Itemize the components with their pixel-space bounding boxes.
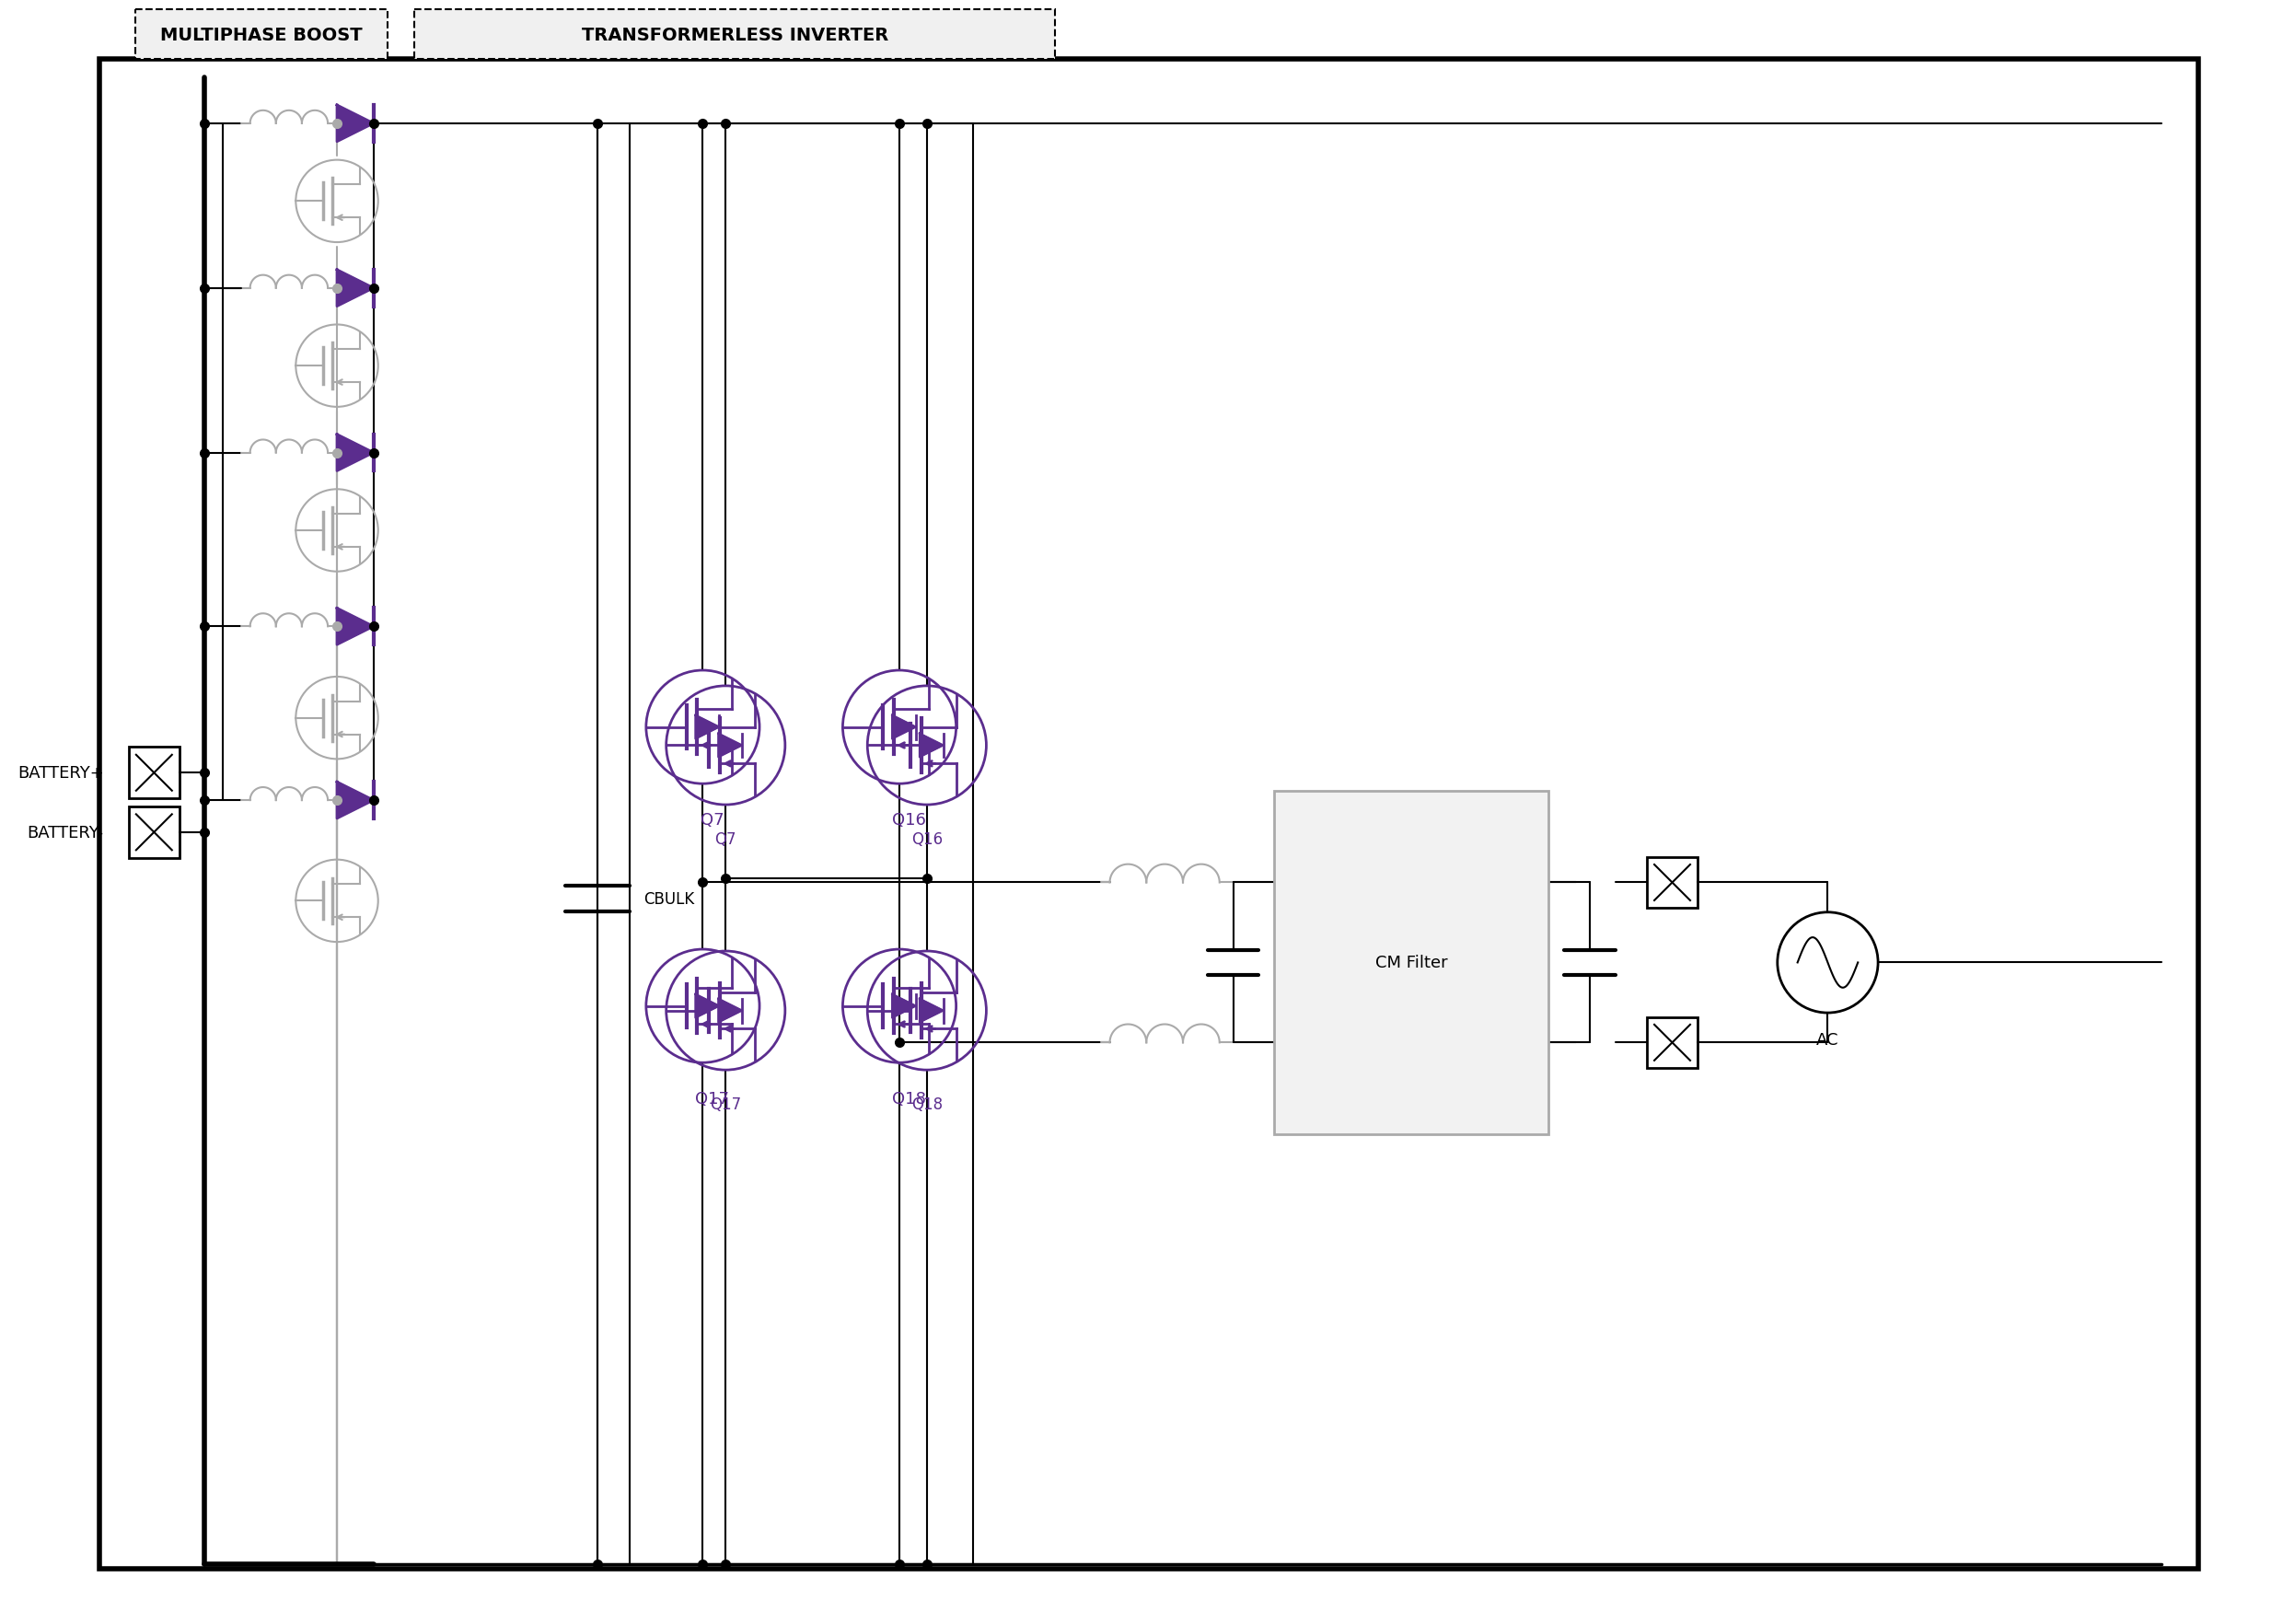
Polygon shape [338, 106, 374, 143]
Polygon shape [338, 609, 374, 645]
Text: Q18: Q18 [911, 1096, 943, 1112]
Polygon shape [719, 999, 742, 1023]
Polygon shape [338, 270, 374, 307]
Polygon shape [338, 435, 374, 471]
Text: Q7: Q7 [715, 831, 737, 848]
Text: MULTIPHASE BOOST: MULTIPHASE BOOST [160, 26, 363, 44]
Bar [1274, 791, 1548, 1134]
Text: Q17: Q17 [694, 1090, 728, 1108]
Text: CBULK: CBULK [644, 890, 694, 908]
Bar [128, 747, 180, 799]
Text: Q18: Q18 [893, 1090, 925, 1108]
Bar [135, 10, 388, 60]
Bar [630, 123, 973, 1564]
Text: Q7: Q7 [701, 812, 724, 828]
Bar [416, 10, 1055, 60]
Text: Q17: Q17 [710, 1096, 742, 1112]
Polygon shape [893, 994, 915, 1018]
Polygon shape [719, 734, 742, 758]
Text: BATTERY+: BATTERY+ [18, 765, 103, 781]
Text: AC: AC [1817, 1031, 1840, 1047]
Text: BATTERY-: BATTERY- [27, 825, 103, 841]
Text: Q16: Q16 [893, 812, 925, 828]
Polygon shape [338, 783, 374, 818]
Polygon shape [920, 999, 943, 1023]
Bar [1646, 1017, 1699, 1069]
Bar [1646, 857, 1699, 908]
Polygon shape [696, 994, 719, 1018]
Text: TRANSFORMERLESS INVERTER: TRANSFORMERLESS INVERTER [582, 26, 888, 44]
Polygon shape [696, 716, 719, 739]
Bar [128, 807, 180, 857]
Polygon shape [893, 716, 915, 739]
Polygon shape [920, 734, 943, 758]
Text: CM Filter: CM Filter [1374, 955, 1447, 971]
Text: Q16: Q16 [911, 831, 943, 848]
